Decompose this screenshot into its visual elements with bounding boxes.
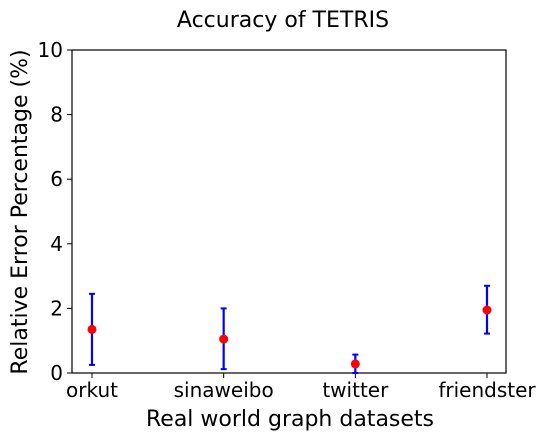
x-tick-label: sinaweibo (174, 378, 274, 402)
y-axis-label: Relative Error Percentage (%) (8, 49, 33, 374)
y-tick-label: 2 (50, 296, 63, 320)
y-tick-label: 8 (50, 103, 63, 127)
x-tick-label: twitter (322, 378, 389, 402)
y-tick-label: 0 (50, 361, 63, 385)
data-series (87, 284, 492, 374)
y-tick-label: 6 (50, 167, 63, 191)
data-point (219, 334, 229, 344)
y-tick-label: 10 (38, 38, 63, 62)
x-axis-label: Real world graph datasets (146, 407, 434, 432)
x-tick-label: friendster (438, 378, 536, 402)
chart-title: Accuracy of TETRIS (177, 8, 389, 33)
data-point (482, 305, 492, 315)
x-axis: orkut sinaweibo twitter friendster (66, 373, 536, 402)
x-tick-label: orkut (66, 378, 118, 402)
data-point (87, 324, 97, 334)
y-axis: 0 2 4 6 8 10 (38, 38, 72, 385)
data-point (350, 359, 360, 369)
y-tick-label: 4 (50, 232, 63, 256)
plot-area (71, 49, 507, 374)
